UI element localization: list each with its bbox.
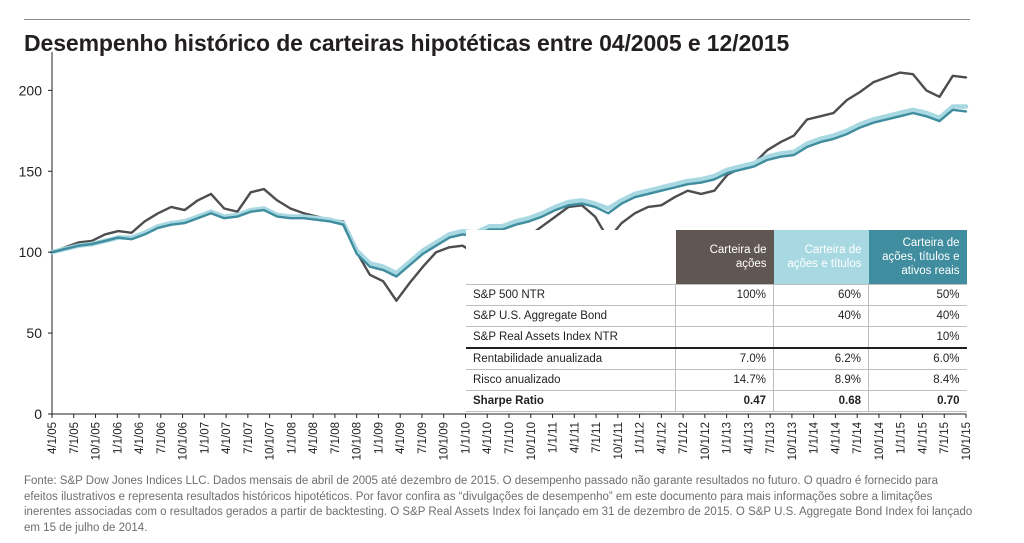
cell-value: 100% [675,284,774,306]
y-tick-label: 150 [19,163,43,179]
x-tick-labels: 4/1/05 7/1/05 10/1/05 1/1/06 4/1/06 7/1/06 10/… [47,414,973,460]
cell-value: 50% [868,284,967,306]
x-tick-label: 4/1/10 [482,422,494,454]
x-tick-label: 7/1/10 [504,422,516,454]
x-tick-label: 10/1/08 [352,422,364,460]
table-corner [466,230,676,285]
cell-value: 7.0% [675,348,774,370]
row-label: Sharpe Ratio [466,390,676,412]
x-tick-label: 10/1/13 [787,422,799,460]
row-label: S&P Real Assets Index NTR [466,326,676,349]
x-tick-label: 4/1/06 [134,422,146,454]
cell-value [675,326,774,349]
x-tick-label: 10/1/10 [526,422,538,460]
x-tick-label: 7/1/12 [678,422,690,454]
x-tick-label: 1/1/06 [112,422,124,454]
x-tick-label: 10/1/07 [265,422,277,460]
x-tick-label: 7/1/15 [939,422,951,454]
x-tick-label: 10/1/11 [613,422,625,460]
x-tick-label: 4/1/12 [656,422,668,454]
x-tick-label: 4/1/14 [830,421,842,454]
x-tick-label: 10/1/15 [961,422,973,460]
x-tick-label: 1/1/12 [635,422,647,454]
x-tick-label: 1/1/13 [722,422,734,454]
cell-value [675,305,774,327]
top-rule [24,19,970,20]
x-tick-label: 4/1/15 [917,422,929,454]
x-tick-label: 4/1/07 [221,422,233,454]
header-equity-portfolio: Carteira de ações [675,230,774,285]
x-tick-label: 4/1/13 [743,422,755,454]
x-tick-label: 7/1/14 [852,421,864,454]
y-tick-label: 100 [19,244,43,260]
cell-value: 40% [773,305,869,327]
cell-value: 8.9% [773,369,869,391]
row-label: S&P U.S. Aggregate Bond [466,305,676,327]
header-equity-bond-real-assets-portfolio: Carteira de ações, títulos e ativos reai… [868,230,967,285]
x-tick-label: 1/1/09 [373,422,385,454]
table-header-row: Carteira de ações Carteira de ações e tí… [466,230,967,285]
x-tick-label: 1/1/07 [199,422,211,454]
series-line-2 [49,104,969,276]
x-tick-label: 1/1/08 [286,422,298,454]
x-tick-label: 7/1/06 [156,422,168,454]
y-tick-label: 50 [26,325,42,341]
y-tick-labels: 0 50 100 150 200 [19,82,52,422]
cell-value: 10% [868,326,967,349]
x-tick-label: 1/1/11 [548,422,560,453]
y-tick-label: 200 [19,82,43,98]
x-tick-label: 7/1/08 [330,422,342,454]
cell-value [773,326,869,349]
x-tick-label: 4/1/05 [47,422,59,454]
table-row: S&P 500 NTR 100% 60% 50% [466,284,967,306]
x-tick-label: 1/1/10 [460,422,472,454]
table-row: Risco anualizado 14.7% 8.9% 8.4% [466,369,967,391]
x-tick-label: 7/1/09 [417,422,429,454]
source-note: Fonte: S&P Dow Jones Indices LLC. Dados … [24,475,973,534]
row-label: Rentabilidade anualizada [466,348,676,370]
series-line-3 [50,108,968,278]
cell-value: 40% [868,305,967,327]
cell-value: 60% [773,284,869,306]
x-tick-label: 10/1/12 [700,422,712,460]
cell-value: 0.70 [868,390,967,412]
header-equity-bond-portfolio: Carteira de ações e títulos [773,230,869,285]
row-label: Risco anualizado [466,369,676,391]
cell-value: 14.7% [675,369,774,391]
cell-value: 6.2% [773,348,869,370]
allocation-table: Carteira de ações Carteira de ações e tí… [466,230,967,412]
x-tick-label: 4/1/08 [308,422,320,454]
x-tick-label: 7/1/11 [591,422,603,453]
x-tick-label: 7/1/07 [243,422,255,454]
cell-value: 6.0% [868,348,967,370]
table-row: S&P U.S. Aggregate Bond 40% 40% [466,305,967,327]
chart-title: Desempenho histórico de carteiras hipoté… [24,30,790,56]
x-tick-label: 1/1/14 [809,421,821,454]
x-tick-label: 7/1/13 [765,422,777,454]
cell-value: 8.4% [868,369,967,391]
cell-value: 0.68 [773,390,869,412]
x-tick-label: 1/1/15 [896,422,908,454]
y-tick-label: 0 [34,406,42,422]
x-tick-label: 7/1/05 [69,422,81,454]
x-tick-label: 10/1/09 [439,422,451,460]
table-row: Sharpe Ratio 0.47 0.68 0.70 [466,390,967,412]
x-tick-label: 10/1/05 [91,422,103,460]
table-row: Rentabilidade anualizada 7.0% 6.2% 6.0% [466,348,967,370]
x-tick-label: 10/1/14 [874,421,886,460]
row-label: S&P 500 NTR [466,284,676,306]
x-tick-label: 4/1/09 [395,422,407,454]
x-tick-label: 10/1/06 [178,422,190,460]
cell-value: 0.47 [675,390,774,412]
x-tick-label: 4/1/11 [569,422,581,453]
table-row: S&P Real Assets Index NTR 10% [466,326,967,349]
